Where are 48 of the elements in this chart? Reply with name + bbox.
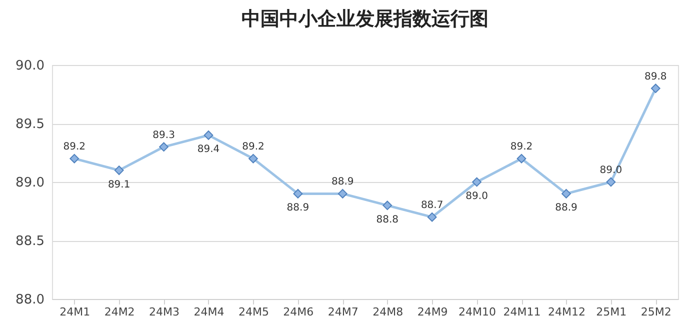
x-tick-label: 24M4 [194,306,224,318]
point [516,154,526,164]
point [606,177,616,187]
point [70,154,80,164]
point [204,130,214,140]
data-label: 89.0 [600,165,622,176]
x-tick-label: 24M7 [328,306,358,318]
point [338,189,348,198]
x-tick-label: 24M8 [372,306,404,318]
data-label: 88.7 [420,200,444,212]
data-label: 88.9 [332,176,354,188]
data-label: 89.1 [108,179,130,190]
data-label: 88.9 [286,202,310,214]
y-tick-label: 88.5 [16,234,44,249]
data-label: 89.2 [510,142,533,153]
data-label: 89.3 [152,130,175,141]
data-label: 88.9 [555,202,578,214]
x-tick-label: 24M6 [283,306,314,318]
y-tick-label: 90.0 [16,58,44,74]
point [427,212,437,222]
point [248,154,258,164]
x-tick-label: 24M5 [238,306,269,318]
point [293,189,303,198]
x-tick-label: 25M1 [596,306,627,318]
y-tick-label: 89.5 [16,117,44,132]
x-tick-label: 24M3 [149,306,180,318]
point [472,177,482,187]
point [650,84,660,94]
x-tick-label: 24M11 [503,306,541,318]
x-tick-label: 24M2 [104,306,135,318]
x-tick-label: 24M9 [417,306,448,318]
point [114,166,124,175]
chart-title: 中国中小企业发展指数运行图 [242,8,488,30]
data-label: 89.2 [63,142,86,153]
y-tick-label: 88.0 [16,292,44,308]
point [562,189,571,198]
data-label: 89.4 [197,144,220,156]
data-label: 88.8 [376,214,398,226]
data-label: 89.2 [242,142,264,153]
x-tick-label: 25M2 [640,306,672,318]
x-tick-label: 24M1 [60,306,90,318]
point [382,200,392,210]
point [159,142,168,152]
y-tick-label: 89.0 [16,176,44,190]
data-label: 89.8 [644,71,667,82]
data-label: 89.0 [466,191,488,202]
x-tick-label: 24M12 [548,306,586,318]
x-tick-label: 24M10 [458,306,496,318]
